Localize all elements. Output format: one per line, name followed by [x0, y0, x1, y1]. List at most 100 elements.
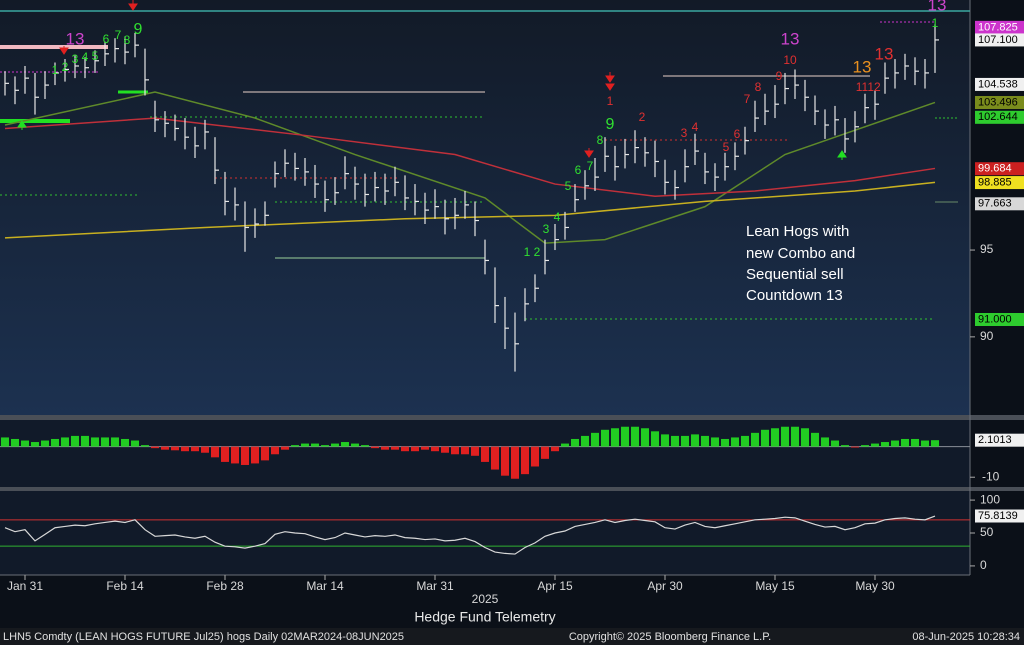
annotation: 3 [72, 52, 79, 66]
annotation: 3 [543, 222, 550, 236]
level-label-box [975, 96, 1024, 110]
histogram-bar [91, 437, 99, 447]
histogram-bar [411, 446, 419, 452]
histogram-bar [651, 431, 659, 447]
histogram-bar [721, 438, 729, 447]
histogram-bar [551, 446, 559, 452]
histogram-bar [371, 446, 379, 449]
histogram-bar [261, 446, 269, 461]
level-label: 97.663 [978, 198, 1012, 210]
histogram-bar [211, 446, 219, 458]
histogram-bar [381, 446, 389, 450]
level-label-box [975, 312, 1024, 326]
annotation: 7 [115, 28, 122, 42]
histogram-bar [171, 446, 179, 451]
x-tick-label: Mar 14 [306, 579, 344, 593]
histogram-bar [191, 446, 199, 452]
histogram-bar [511, 446, 519, 479]
annotation: 10 [783, 53, 797, 67]
histogram-bar [151, 446, 159, 449]
histogram-bar [641, 428, 649, 447]
level-label-box [975, 20, 1024, 34]
histogram-bar [731, 437, 739, 447]
annotation: 9 [134, 21, 143, 38]
histogram-bar [391, 446, 399, 450]
histogram-bar [241, 446, 249, 465]
histogram-bar [541, 446, 549, 459]
histogram-bar [891, 440, 899, 447]
annotation: 9 [776, 69, 783, 83]
histogram-bar [571, 438, 579, 447]
histogram-bar [871, 443, 879, 447]
histogram-bar [771, 428, 779, 447]
current-value: 2.1013 [978, 434, 1012, 446]
histogram-bar [761, 429, 769, 447]
annotation: 4 [554, 210, 561, 224]
annotation: 13 [781, 29, 800, 48]
histogram-bar [131, 440, 139, 447]
histogram-bar [691, 434, 699, 447]
current-value-box [975, 433, 1024, 447]
price-panel [0, 0, 970, 415]
moving-average [4, 181, 936, 239]
histogram-bar [901, 438, 909, 447]
annotation: 5 [565, 179, 572, 193]
histogram-bar [221, 446, 229, 462]
histogram-bar [831, 440, 839, 447]
level-label-box [975, 162, 1024, 176]
histogram-bar [181, 446, 189, 452]
annotation: 11 [856, 80, 869, 94]
note-line: Countdown 13 [746, 287, 843, 304]
histogram-bar [101, 437, 109, 447]
x-tick-label: Feb 14 [106, 579, 144, 593]
annotation: 2 [62, 60, 69, 74]
histogram-bar [801, 428, 809, 447]
histogram-bar [681, 435, 689, 447]
histogram-bar [471, 446, 479, 456]
chart-title: Hedge Fund Telemetry [414, 609, 555, 625]
histogram-bar [301, 443, 309, 447]
histogram-bar [351, 443, 359, 447]
histogram-bar [911, 438, 919, 447]
histogram-bar [451, 446, 459, 455]
x-tick-label: Apr 15 [537, 579, 573, 593]
histogram-bar [881, 442, 889, 447]
histogram-bar [521, 446, 529, 475]
histogram-bar [531, 446, 539, 467]
histogram-bar [491, 446, 499, 470]
y-tick-label: 100 [980, 492, 1000, 506]
level-label-box [975, 176, 1024, 190]
histogram-bar [311, 443, 319, 447]
y-tick-label: 95 [980, 242, 994, 256]
histogram-bar [561, 443, 569, 447]
sell-arrow [59, 46, 69, 55]
footer-bar [0, 628, 1024, 645]
histogram-bar [431, 446, 439, 452]
note: Lean Hogs with new Combo and Sequential … [746, 223, 855, 304]
current-value-box [975, 509, 1024, 523]
histogram-bar [111, 437, 119, 447]
y-tick-label: 0 [980, 558, 987, 572]
histogram-bar [201, 446, 209, 453]
annotation: 1 [52, 63, 59, 77]
histogram-bar [341, 442, 349, 447]
buy-arrow [17, 120, 27, 130]
annotation: 13 [928, 0, 947, 14]
annotation: 4 [692, 120, 699, 134]
annotation: 5 [723, 140, 730, 154]
histogram-bar [321, 445, 329, 447]
annotation: 5 [92, 49, 99, 63]
annotation: 4 [82, 50, 89, 64]
y-tick-label: 90 [980, 329, 994, 343]
histogram-bar [501, 446, 509, 476]
histogram-bar [21, 440, 29, 447]
level-label: 98.885 [978, 176, 1012, 188]
level-label-box [975, 110, 1024, 124]
annotation: 1 [524, 245, 531, 259]
histogram-bar [81, 435, 89, 447]
note-line: Sequential sell [746, 266, 844, 283]
histogram-bar [441, 446, 449, 453]
annotation: 13 [853, 57, 872, 76]
